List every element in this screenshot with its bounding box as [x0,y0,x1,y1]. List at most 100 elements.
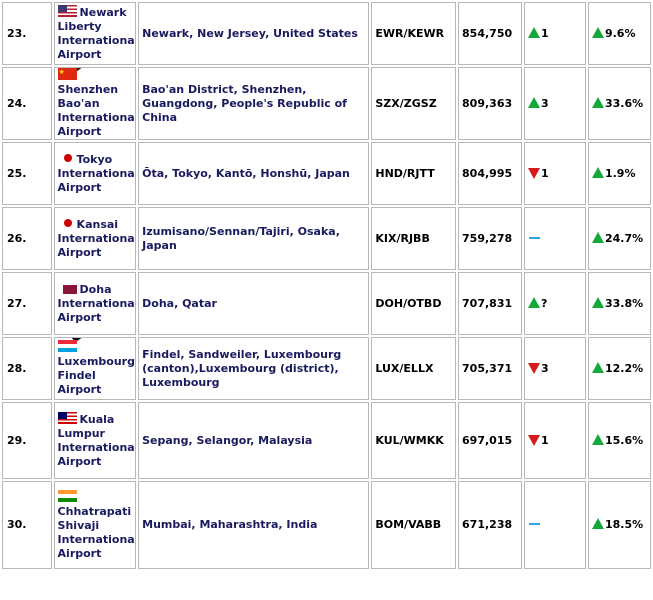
airport-cell: Newark Liberty International Airport [53,2,137,65]
india-flag-icon [57,489,77,502]
table-row: 23. Newark Liberty International Airport… [2,2,651,65]
rank-change-value: 1 [541,166,549,180]
rank-change-cell: 3 [524,67,586,140]
table-row: 26. Kansai International Airport Izumisa… [2,207,651,270]
arrow-up-icon [591,231,604,243]
percent-change-value: 9.6% [604,26,636,40]
arrow-up-icon [528,96,541,108]
percent-change-value: 33.6% [604,96,644,110]
code-cell: SZX/ZGSZ [371,67,457,140]
rank-cell: 26. [2,207,52,270]
no-change-dash-icon [529,523,541,525]
airport-link[interactable]: Chhatrapati Shivaji International Airpor… [57,504,137,560]
rank-cell: 24. [2,67,52,140]
rank-change-cell [524,481,586,569]
airport-cell: Kuala Lumpur International Airport [53,402,137,479]
percent-change-value: 18.5% [604,518,644,531]
location-cell: Findel, Sandweiler, Luxembourg (canton),… [138,337,370,400]
passengers-cell: 697,015 [458,402,523,479]
rank-cell: 29. [2,402,52,479]
qatar-flag-icon [57,284,77,294]
percent-change-cell: 12.2% [587,337,651,400]
china-flag-icon [57,68,77,80]
us-flag-icon [57,5,77,17]
table-row: 29. Kuala Lumpur International Airport S… [2,402,651,479]
rank-cell: 23. [2,2,52,65]
percent-change-cell: 24.7% [587,207,651,270]
location-cell: Ōta, Tokyo, Kantō, Honshū, Japan [138,142,370,205]
rank-change-cell: 1 [524,2,586,65]
airport-cell: Kansai International Airport [53,207,137,270]
code-cell: DOH/OTBD [371,272,457,335]
passengers-cell: 759,278 [458,207,523,270]
location-cell: Mumbai, Maharashtra, India [138,481,370,569]
percent-change-cell: 1.9% [587,142,651,205]
airport-link[interactable]: Luxembourg-Findel Airport [57,355,137,396]
passengers-cell: 707,831 [458,272,523,335]
table-row: 28. Luxembourg-Findel Airport Findel, Sa… [2,337,651,400]
percent-change-cell: 15.6% [587,402,651,479]
percent-change-value: 12.2% [604,361,644,375]
percent-change-cell: 33.8% [587,272,651,335]
passengers-cell: 809,363 [458,67,523,140]
arrow-up-icon [591,26,604,38]
percent-change-value: 33.8% [604,296,644,310]
code-cell: KIX/RJBB [371,207,457,270]
location-cell: Sepang, Selangor, Malaysia [138,402,370,479]
rank-cell: 28. [2,337,52,400]
passengers-cell: 804,995 [458,142,523,205]
arrow-up-icon [591,518,604,529]
rank-change-value: 1 [541,26,549,40]
code-cell: BOM/VABB [371,481,457,569]
arrow-up-icon [591,96,604,108]
arrow-up-icon [591,433,604,445]
airport-link[interactable]: Tokyo International Airport [57,153,137,194]
airport-link[interactable]: Doha International Airport [57,282,137,324]
arrow-up-icon [528,26,541,38]
airport-link[interactable]: Shenzhen Bao'an International Airport [57,83,137,138]
table-row: 24. Shenzhen Bao'an International Airpor… [2,67,651,140]
airport-link[interactable]: Kansai International Airport [57,218,137,259]
airport-cell: Shenzhen Bao'an International Airport [53,67,137,140]
table-row: 30. Chhatrapati Shivaji International Ai… [2,481,651,569]
airport-ranking-table: 23. Newark Liberty International Airport… [0,0,653,571]
rank-change-cell: 1 [524,402,586,479]
luxembourg-flag-icon [57,340,77,352]
rank-cell: 27. [2,272,52,335]
rank-change-cell: 1 [524,142,586,205]
arrow-up-icon [591,296,604,308]
airport-cell: Tokyo International Airport [53,142,137,205]
percent-change-cell: 18.5% [587,481,651,569]
rank-change-cell: 3 [524,337,586,400]
code-cell: HND/RJTT [371,142,457,205]
table-row: 25. Tokyo International Airport Ōta, Tok… [2,142,651,205]
arrow-down-icon [528,167,541,179]
rank-change-value: ? [541,296,548,310]
percent-change-value: 1.9% [604,166,636,180]
rank-cell: 25. [2,142,52,205]
location-cell: Newark, New Jersey, United States [138,2,370,65]
arrow-down-icon [528,362,541,374]
passengers-cell: 705,371 [458,337,523,400]
passengers-cell: 854,750 [458,2,523,65]
rank-change-value: 3 [541,96,549,110]
rank-change-value: 1 [541,433,549,447]
location-cell: Izumisano/Sennan/Tajiri, Osaka, Japan [138,207,370,270]
code-cell: EWR/KEWR [371,2,457,65]
rank-change-cell: ? [524,272,586,335]
percent-change-value: 24.7% [604,231,644,245]
percent-change-cell: 33.6% [587,67,651,140]
arrow-up-icon [591,361,604,373]
table-row: 27. Doha International Airport Doha, Qat… [2,272,651,335]
airport-link[interactable]: Kuala Lumpur International Airport [57,413,137,468]
code-cell: LUX/ELLX [371,337,457,400]
passengers-cell: 671,238 [458,481,523,569]
airport-link[interactable]: Newark Liberty International Airport [57,6,137,61]
rank-change-cell [524,207,586,270]
arrow-up-icon [591,166,604,178]
no-change-dash-icon [529,236,541,239]
arrow-up-icon [528,296,541,308]
percent-change-value: 15.6% [604,433,644,447]
percent-change-cell: 9.6% [587,2,651,65]
malaysia-flag-icon [57,412,77,424]
